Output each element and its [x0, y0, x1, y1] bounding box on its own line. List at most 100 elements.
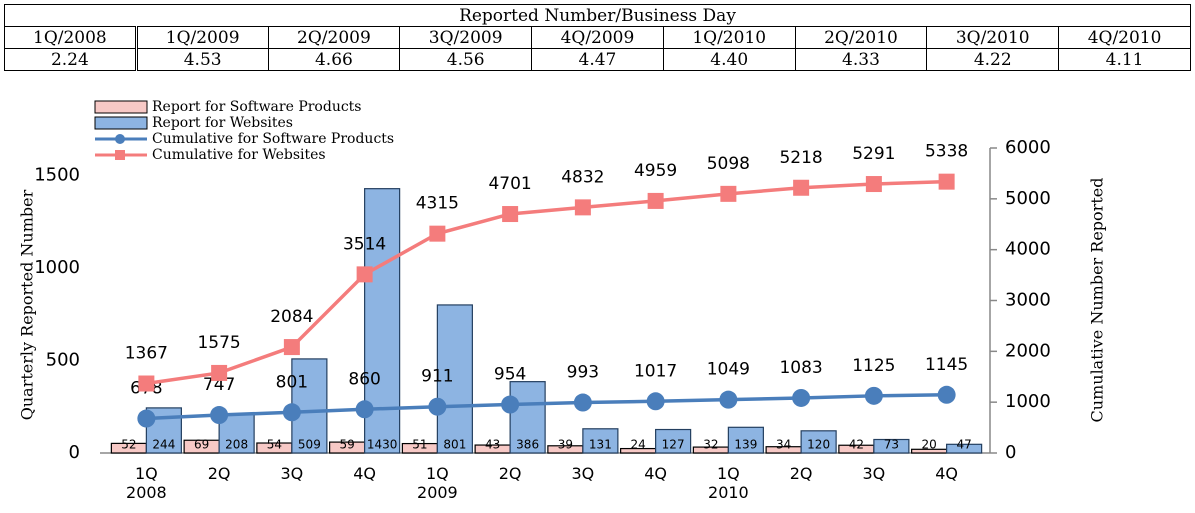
line: [146, 393, 947, 421]
marker: [429, 225, 446, 242]
bar-label: 59: [339, 438, 354, 452]
bar-label: 120: [807, 438, 830, 452]
line-label: 4315: [416, 194, 459, 214]
marker: [793, 179, 810, 196]
bar-label: 69: [194, 438, 209, 452]
y-tick-label: 500: [46, 350, 80, 371]
x-tick-label: 2Q: [498, 464, 522, 483]
marker: [647, 192, 664, 209]
bar-label: 32: [703, 438, 718, 452]
line-label: 801: [276, 372, 308, 392]
bar-label: 24: [630, 438, 645, 452]
marker: [502, 206, 519, 223]
bar-label: 54: [267, 438, 282, 452]
marker: [428, 397, 447, 416]
table-cell: 2.24: [4, 48, 138, 71]
legend-marker: [115, 150, 125, 160]
table-cell: 4.11: [1058, 48, 1191, 71]
bar-label: 208: [225, 438, 248, 452]
table-cell: 4.33: [794, 48, 928, 71]
bar: [582, 428, 619, 454]
marker: [138, 375, 155, 392]
line-label: 2084: [270, 307, 313, 327]
y2-tick-label: 4000: [1005, 239, 1051, 260]
marker: [573, 393, 592, 412]
marker: [646, 392, 665, 411]
bar-label: 34: [776, 438, 791, 452]
line-label: 5098: [707, 154, 750, 174]
line-label: 1367: [125, 344, 168, 364]
table-cell: 4.53: [135, 48, 269, 71]
bar-label: 801: [443, 438, 466, 452]
bar-label: 42: [849, 438, 864, 452]
line-label: 4959: [634, 161, 677, 181]
y-axis-label: Quarterly Reported Number: [18, 189, 37, 420]
bar: [727, 426, 764, 454]
marker: [937, 385, 956, 404]
line: [146, 179, 947, 386]
line-label: 4832: [561, 167, 604, 187]
marker: [137, 409, 156, 428]
legend-label: Cumulative for Software Products: [152, 131, 394, 147]
line-label: 5218: [779, 148, 822, 168]
marker: [792, 388, 811, 407]
marker: [283, 339, 300, 356]
y2-tick-label: 0: [1005, 442, 1016, 463]
line-label: 860: [348, 369, 380, 389]
marker: [864, 386, 883, 405]
y2-tick-label: 1000: [1005, 391, 1051, 412]
y2-axis-label: Cumulative Number Reported: [1088, 178, 1107, 423]
bar-label: 47: [956, 438, 971, 452]
bar: [509, 381, 546, 454]
bar: [436, 304, 473, 454]
marker: [355, 400, 374, 419]
x-tick-label: 1Q 2009: [417, 464, 458, 502]
marker: [938, 173, 955, 190]
table-cell: 4.22: [926, 48, 1060, 71]
x-tick-label: 1Q 2008: [126, 464, 167, 502]
line-label: 911: [421, 367, 453, 387]
bar: [655, 428, 692, 454]
y-tick-label: 1500: [34, 165, 80, 186]
bar-label: 386: [516, 438, 539, 452]
x-tick-label: 1Q 2010: [708, 464, 749, 502]
y2-tick-label: 3000: [1005, 290, 1051, 311]
x-tick-label: 2Q: [789, 464, 813, 483]
line-label: 1049: [707, 360, 750, 380]
line-label: 3514: [343, 234, 386, 254]
legend-swatch: [94, 116, 148, 130]
line-label: 1017: [634, 361, 677, 381]
column-header: 4Q/2010: [1058, 26, 1191, 49]
bar-label: 43: [485, 438, 500, 452]
legend-label: Report for Websites: [152, 115, 293, 131]
bar-label: 1430: [367, 438, 398, 452]
y-tick-label: 0: [69, 442, 80, 463]
y2-tick-label: 2000: [1005, 340, 1051, 361]
line-label: 1575: [197, 333, 240, 353]
line-label: 954: [494, 365, 526, 385]
legend-label: Cumulative for Websites: [152, 147, 326, 163]
line-label: 5338: [925, 142, 968, 162]
line-label: 4701: [488, 174, 531, 194]
table-cell: 4.40: [662, 48, 796, 71]
x-tick-label: 4Q: [353, 464, 377, 483]
x-tick-label: 3Q: [280, 464, 304, 483]
y2-tick-label: 5000: [1005, 188, 1051, 209]
bar-label: 244: [152, 438, 175, 452]
marker: [210, 406, 229, 425]
marker: [719, 390, 738, 409]
bar: [946, 443, 983, 454]
bar-label: 20: [921, 438, 936, 452]
legend-label: Report for Software Products: [152, 99, 362, 115]
x-tick-label: 3Q: [571, 464, 595, 483]
x-tick-label: 2Q: [207, 464, 231, 483]
x-tick-label: 4Q: [644, 464, 668, 483]
bar-label: 52: [121, 438, 136, 452]
bar-label: 39: [558, 438, 573, 452]
marker: [282, 403, 301, 422]
line-label: 1145: [925, 355, 968, 375]
bar: [873, 438, 910, 454]
y-tick-label: 1000: [34, 257, 80, 278]
x-tick-label: 3Q: [862, 464, 886, 483]
